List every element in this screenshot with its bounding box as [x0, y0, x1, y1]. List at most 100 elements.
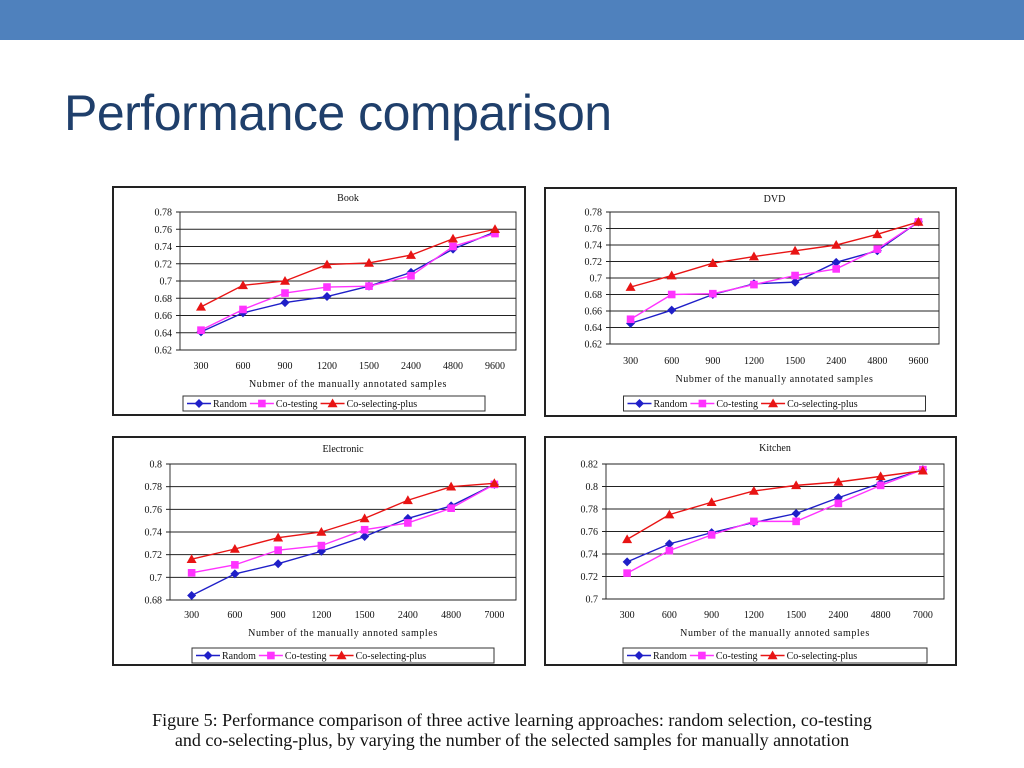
data-point — [750, 280, 758, 289]
y-tick-label: 0.76 — [155, 225, 173, 236]
electronic-chart: Electronic 0.8 0.78 0.76 0.74 0.72 0.7 0.68 300 6… — [145, 444, 517, 664]
data-point — [359, 513, 370, 523]
legend: Random Co-testing Co-selecting-plus — [623, 395, 926, 412]
series-line — [200, 228, 496, 308]
data-point — [622, 557, 632, 567]
chart-title: Electronic — [322, 444, 364, 455]
data-point — [316, 527, 327, 536]
data-point — [623, 569, 631, 577]
x-tick-label: 900 — [704, 610, 719, 621]
data-point — [792, 517, 800, 526]
data-point — [322, 292, 332, 302]
x-tick-label: 900 — [271, 610, 286, 621]
legend-label: Co-testing — [285, 651, 327, 662]
chart-panel-electronic: Electronic 0.8 0.78 0.76 0.74 0.72 0.7 0.68 300 6… — [112, 436, 526, 666]
legend-label: Co-testing — [716, 651, 758, 662]
x-tick-label: 7000 — [913, 610, 933, 621]
series-line — [626, 468, 924, 574]
legend: Random Co-testing Co-selecting-plus — [191, 647, 495, 664]
data-point — [876, 481, 885, 490]
data-point — [323, 283, 331, 291]
legend-marker — [203, 651, 213, 660]
legend-label: Random — [213, 399, 247, 410]
x-tick-label: 4800 — [443, 361, 463, 372]
data-point — [229, 544, 240, 553]
data-point — [490, 224, 500, 234]
series-co-selecting-plus — [622, 465, 928, 544]
data-point — [186, 554, 197, 563]
data-point — [360, 525, 369, 534]
data-point — [404, 519, 412, 527]
data-point — [447, 504, 455, 512]
data-point — [665, 546, 674, 555]
y-tick-label: 0.62 — [585, 340, 603, 351]
x-tick-label: 300 — [194, 361, 209, 372]
series-random — [187, 479, 499, 600]
x-tick-label: 9600 — [485, 361, 505, 372]
y-tick-label: 0.66 — [155, 311, 173, 322]
legend-label: Co-selecting-plus — [356, 651, 427, 662]
legend-label: Co-selecting-plus — [347, 399, 418, 410]
legend-label: Random — [222, 651, 256, 662]
y-tick-label: 0.7 — [160, 277, 173, 288]
y-tick-label: 0.7 — [590, 274, 603, 285]
data-point — [667, 305, 677, 315]
header-bar — [0, 0, 1024, 40]
y-tick-label: 0.68 — [585, 290, 603, 301]
data-point — [706, 497, 717, 507]
legend: Random Co-testing Co-selecting-plus — [182, 395, 486, 412]
x-tick-label: 2400 — [828, 610, 848, 621]
y-tick-label: 0.68 — [145, 596, 163, 607]
chart-title: Book — [337, 193, 359, 204]
legend-marker — [258, 399, 266, 408]
x-tick-label: 300 — [184, 610, 199, 621]
x-tick-label: 9600 — [908, 356, 928, 367]
chart-title: Kitchen — [759, 443, 791, 454]
data-point — [791, 271, 799, 280]
caption-line-2: and co-selecting-plus, by varying the nu… — [174, 730, 850, 750]
x-tick-label: 1500 — [359, 361, 379, 372]
x-tick-label: 600 — [664, 356, 679, 367]
data-point — [626, 315, 635, 324]
data-point — [833, 477, 844, 486]
series-co-selecting-plus — [196, 224, 500, 311]
book-chart: Book 0.78 0.76 0.74 0.72 0.7 0.68 0.66 0.64 0.62 3… — [155, 193, 517, 412]
y-tick-label: 0.78 — [145, 482, 163, 493]
data-point — [831, 240, 842, 249]
x-tick-label: 600 — [236, 361, 251, 372]
data-point — [667, 290, 676, 299]
x-tick-label: 1500 — [785, 356, 805, 367]
legend-label: Random — [654, 399, 688, 410]
x-tick-label: 300 — [623, 356, 638, 367]
y-tick-label: 0.74 — [581, 550, 599, 561]
series-line — [200, 232, 496, 331]
y-tick-label: 0.64 — [155, 328, 173, 339]
y-tick-label: 0.74 — [585, 241, 603, 252]
x-axis-label: Nubmer of the manually annotated samples — [249, 379, 447, 390]
y-tick-label: 0.74 — [145, 528, 163, 539]
data-point — [875, 471, 886, 481]
series-line — [630, 221, 919, 320]
data-point — [707, 531, 716, 539]
data-point — [873, 245, 882, 253]
data-point — [196, 301, 206, 311]
data-point — [317, 541, 326, 550]
y-tick-label: 0.62 — [155, 346, 173, 357]
data-point — [872, 229, 883, 239]
series-line — [191, 483, 495, 574]
x-tick-label: 900 — [278, 361, 293, 372]
series-line — [191, 483, 495, 597]
series-co-selecting-plus — [625, 216, 924, 291]
data-point — [364, 257, 374, 267]
data-point — [446, 481, 457, 491]
legend-marker — [267, 651, 275, 660]
y-tick-label: 0.76 — [585, 224, 603, 235]
series-co-testing — [197, 229, 499, 334]
y-tick-label: 0.72 — [145, 550, 163, 561]
y-tick-label: 0.74 — [155, 242, 173, 253]
data-point — [406, 250, 416, 259]
series-line — [200, 231, 496, 333]
data-point — [709, 289, 717, 298]
data-point — [239, 305, 247, 314]
series-co-testing — [623, 465, 927, 577]
